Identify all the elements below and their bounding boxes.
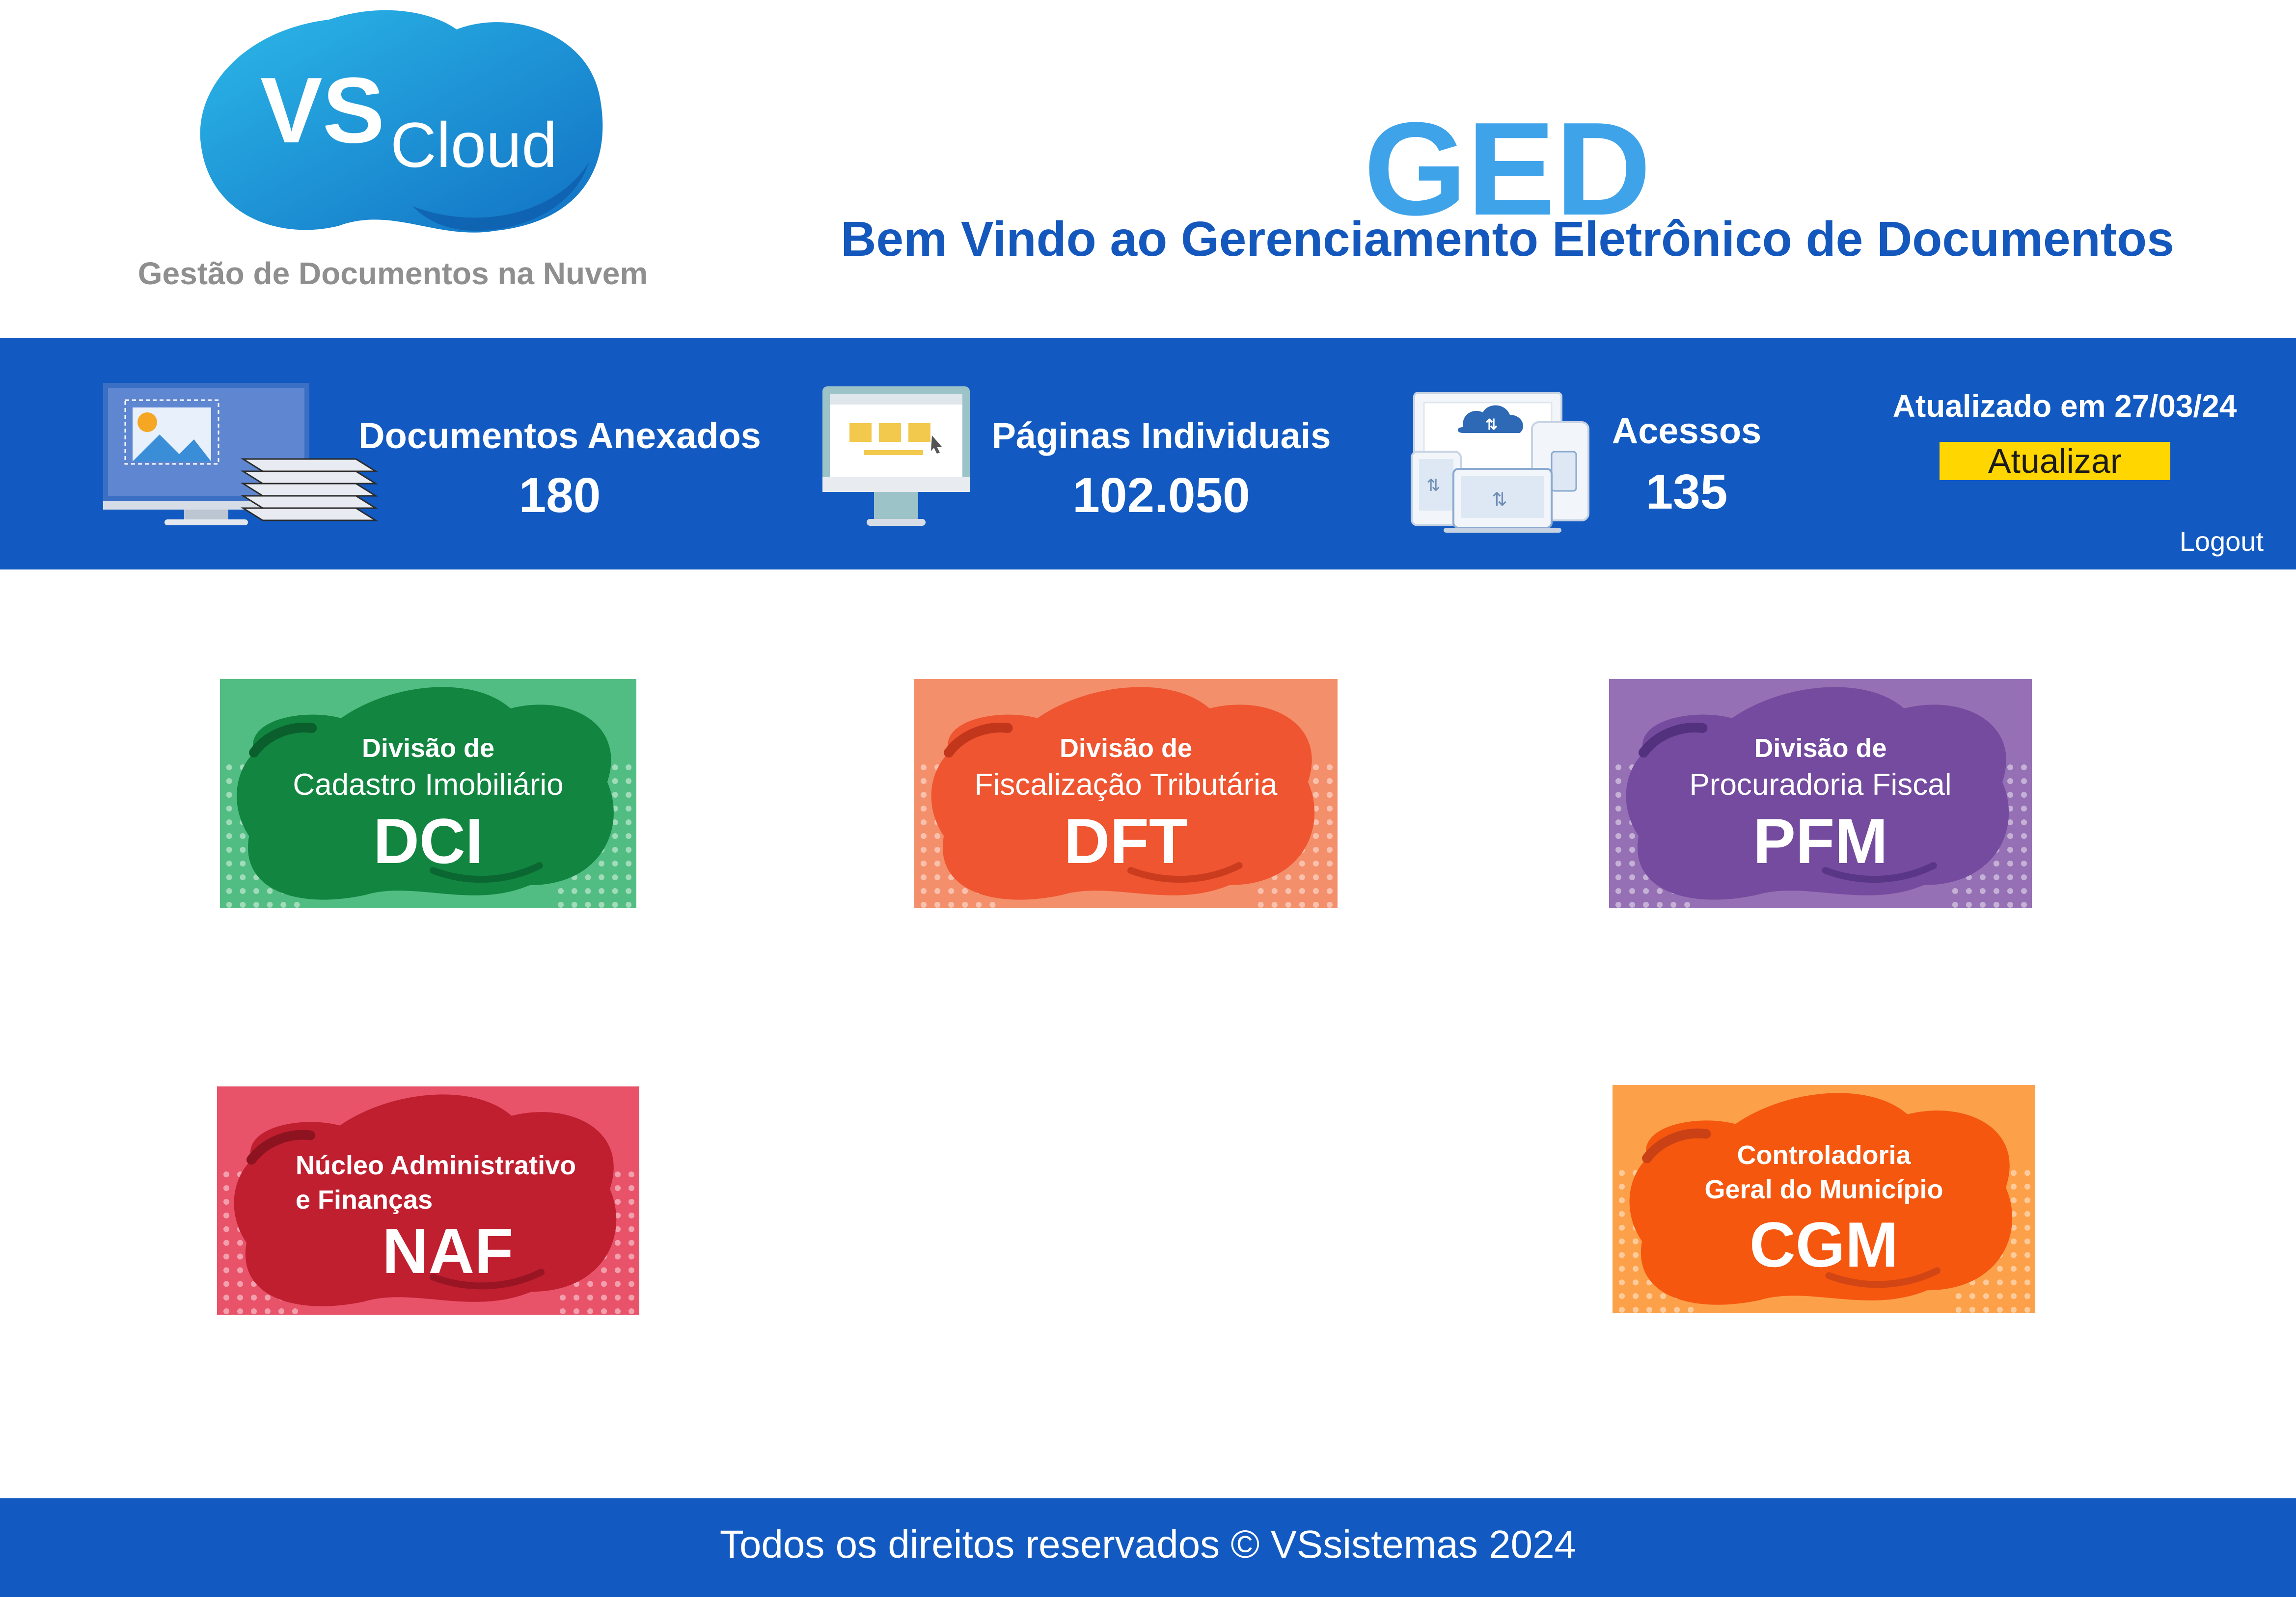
logo-tagline: Gestão de Documentos na Nuvem: [137, 256, 648, 291]
division-card-code: DCI: [373, 805, 483, 877]
app-title: GED: [1364, 95, 1651, 243]
division-card-line2: Procuradoria Fiscal: [1689, 768, 1952, 802]
division-card-code: CGM: [1749, 1209, 1899, 1280]
division-card-line2: Geral do Município: [1704, 1175, 1943, 1204]
app-subtitle: Bem Vindo ao Gerenciamento Eletrônico de…: [841, 212, 2174, 267]
logout-link[interactable]: Logout: [2179, 526, 2264, 557]
division-card-dci[interactable]: Divisão de Cadastro Imobiliário DCI: [220, 679, 636, 908]
division-card-line1: Divisão de: [1059, 733, 1193, 763]
logo-cloud-text: Cloud: [390, 109, 557, 181]
division-card-cgm[interactable]: Controladoria Geral do Município CGM: [1613, 1085, 2035, 1313]
cloud-logo-icon: VS Cloud: [200, 10, 603, 233]
monitor-pages-icon: [820, 384, 972, 531]
svg-text:⇅: ⇅: [1485, 417, 1498, 433]
pages-stat-value: 102.050: [1072, 468, 1250, 523]
footer-copyright: Todos os direitos reservados © VSsistema…: [719, 1522, 1577, 1566]
division-card-line1: Divisão de: [1754, 733, 1887, 763]
division-card-line2: Cadastro Imobiliário: [293, 768, 564, 802]
division-card-line1: Controladoria: [1737, 1140, 1911, 1170]
refresh-button[interactable]: Atualizar: [1940, 442, 2170, 480]
accesses-stat-value: 135: [1645, 464, 1728, 519]
logo-vs-text: VS: [260, 58, 384, 162]
division-card-code: DFT: [1064, 805, 1188, 877]
division-card-dft[interactable]: Divisão de Fiscalização Tributária DFT: [914, 679, 1338, 908]
division-card-code: NAF: [382, 1215, 514, 1287]
monitor-documents-icon: [101, 380, 381, 528]
card-background-blob: [217, 1086, 639, 1315]
stats-bar: [0, 338, 2296, 569]
vscloud-logo: VS Cloud: [182, 0, 614, 245]
documents-stat-value: 180: [519, 468, 601, 523]
division-card-line2: Fiscalização Tributária: [974, 768, 1278, 802]
card-background-blob: [220, 679, 636, 908]
accesses-stat-label: Acessos: [1612, 410, 1762, 451]
svg-text:⇅: ⇅: [1492, 489, 1507, 510]
last-updated-text: Atualizado em 27/03/24: [1892, 388, 2237, 424]
pages-stat-label: Páginas Individuais: [991, 415, 1331, 456]
division-card-line2: e Finanças: [296, 1185, 433, 1215]
card-background-blob: [1609, 679, 2032, 908]
division-card-pfm[interactable]: Divisão de Procuradoria Fiscal PFM: [1609, 679, 2032, 908]
card-background-blob: [1613, 1085, 2035, 1313]
svg-text:⇅: ⇅: [1426, 476, 1441, 495]
division-card-line1: Divisão de: [361, 733, 495, 763]
footer: [0, 1498, 2296, 1597]
division-card-line1: Núcleo Administrativo: [296, 1151, 576, 1180]
division-card-naf[interactable]: Núcleo Administrativo e Finanças NAF: [217, 1086, 639, 1315]
cloud-devices-icon: ⇅ ⇅ ⇅: [1409, 388, 1596, 535]
documents-stat-label: Documentos Anexados: [358, 415, 761, 456]
card-background-blob: [914, 679, 1338, 908]
division-card-code: PFM: [1753, 805, 1888, 877]
